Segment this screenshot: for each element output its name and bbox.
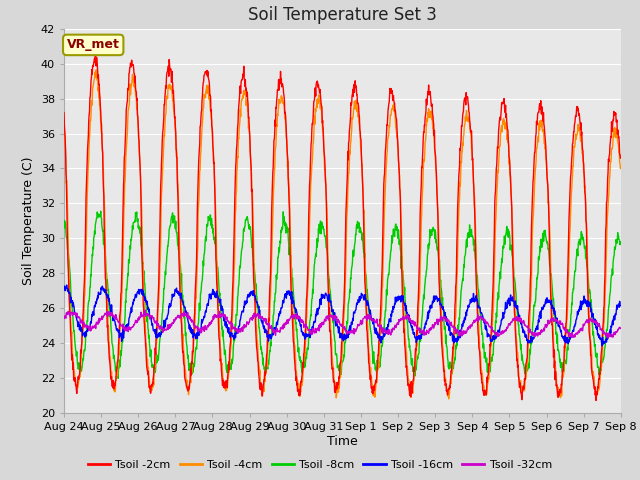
- Text: VR_met: VR_met: [67, 38, 120, 51]
- X-axis label: Time: Time: [327, 434, 358, 448]
- Title: Soil Temperature Set 3: Soil Temperature Set 3: [248, 6, 437, 24]
- Legend: Tsoil -2cm, Tsoil -4cm, Tsoil -8cm, Tsoil -16cm, Tsoil -32cm: Tsoil -2cm, Tsoil -4cm, Tsoil -8cm, Tsoi…: [83, 456, 557, 474]
- Y-axis label: Soil Temperature (C): Soil Temperature (C): [22, 156, 35, 285]
